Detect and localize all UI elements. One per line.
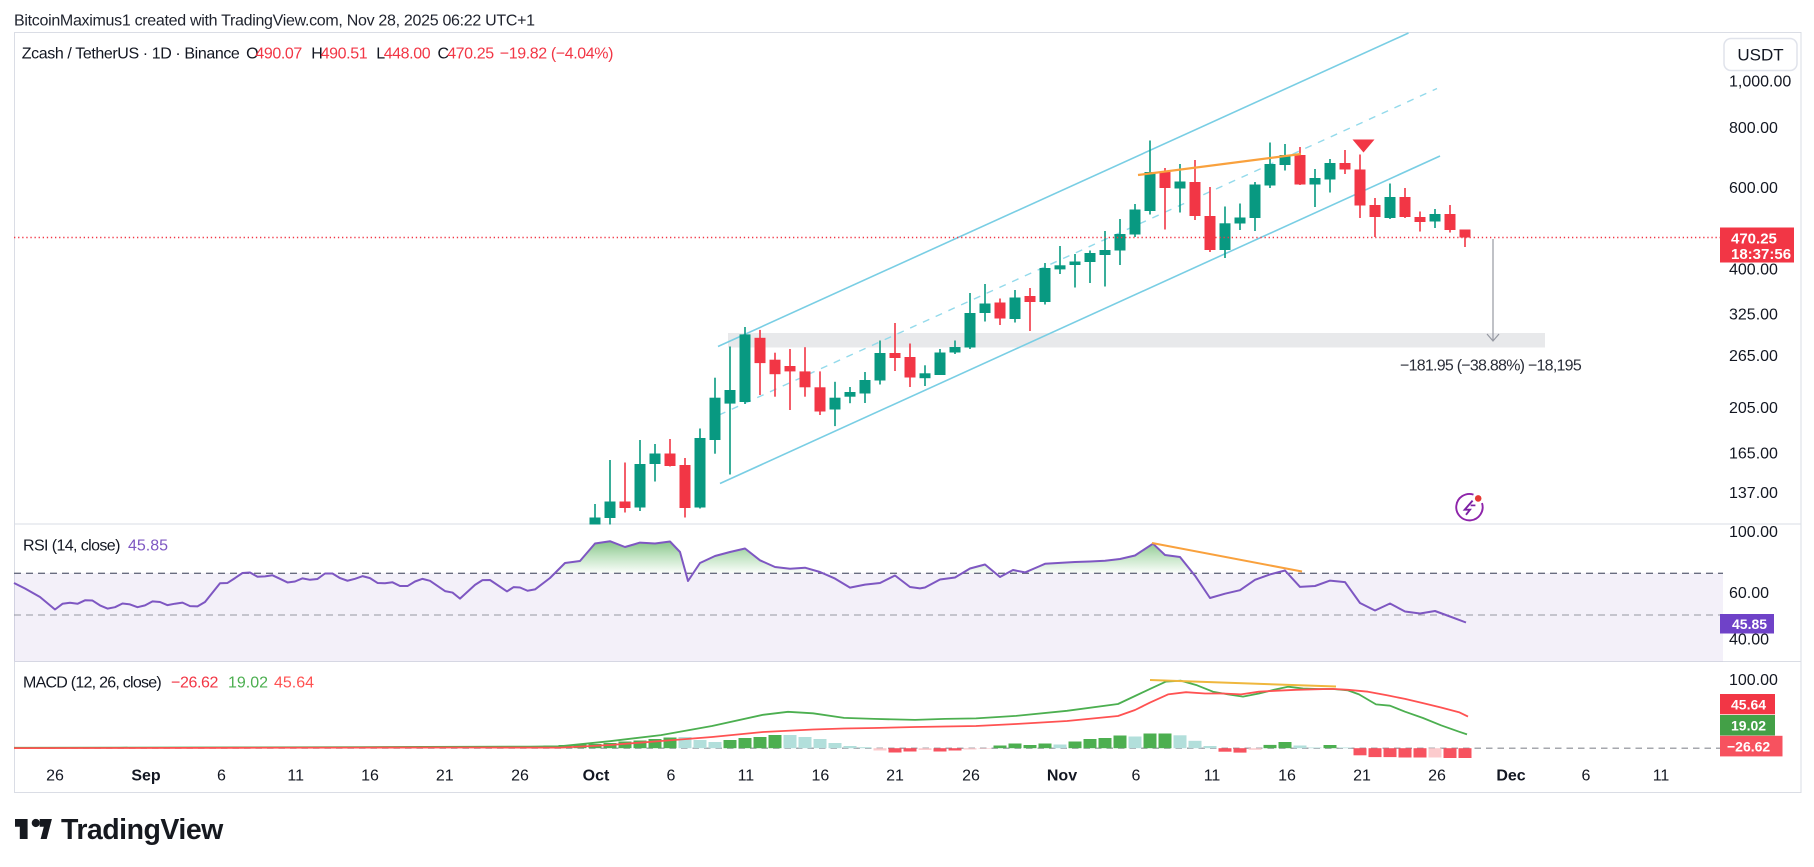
svg-text:11: 11 bbox=[1204, 767, 1221, 784]
svg-text:325.00: 325.00 bbox=[1729, 307, 1778, 324]
svg-text:11: 11 bbox=[738, 767, 755, 784]
svg-text:Dec: Dec bbox=[1496, 767, 1525, 784]
svg-text:Sep: Sep bbox=[131, 767, 161, 784]
svg-text:16: 16 bbox=[1278, 767, 1296, 784]
svg-text:265.00: 265.00 bbox=[1729, 348, 1778, 365]
svg-text:16: 16 bbox=[812, 767, 830, 784]
svg-text:26: 26 bbox=[1428, 767, 1446, 784]
svg-text:45.64: 45.64 bbox=[274, 675, 314, 692]
svg-text:490.07: 490.07 bbox=[255, 46, 302, 63]
svg-text:C: C bbox=[438, 46, 450, 63]
svg-text:6: 6 bbox=[1132, 767, 1141, 784]
svg-text:470.25: 470.25 bbox=[1731, 231, 1777, 248]
svg-text:Nov: Nov bbox=[1047, 767, 1077, 784]
svg-text:26: 26 bbox=[46, 767, 64, 784]
svg-text:45.85: 45.85 bbox=[1732, 616, 1767, 632]
svg-text:470.25: 470.25 bbox=[447, 46, 494, 63]
svg-text:21: 21 bbox=[886, 767, 904, 784]
svg-text:60.00: 60.00 bbox=[1729, 585, 1769, 602]
svg-text:6: 6 bbox=[1582, 767, 1591, 784]
svg-text:26: 26 bbox=[962, 767, 980, 784]
svg-text:1,000.00: 1,000.00 bbox=[1729, 74, 1791, 91]
svg-text:45.85: 45.85 bbox=[128, 538, 168, 555]
svg-text:6: 6 bbox=[667, 767, 676, 784]
svg-text:490.51: 490.51 bbox=[321, 46, 368, 63]
svg-text:18:37:56: 18:37:56 bbox=[1731, 246, 1791, 263]
svg-text:H: H bbox=[311, 46, 323, 63]
svg-text:O: O bbox=[246, 46, 258, 63]
svg-text:21: 21 bbox=[1353, 767, 1371, 784]
svg-text:RSI (14, close): RSI (14, close) bbox=[23, 538, 120, 555]
svg-text:21: 21 bbox=[436, 767, 454, 784]
svg-text:800.00: 800.00 bbox=[1729, 120, 1778, 137]
svg-text:26: 26 bbox=[511, 767, 529, 784]
svg-text:Zcash / TetherUS · 1D · Binanc: Zcash / TetherUS · 1D · Binance bbox=[22, 46, 240, 63]
svg-text:MACD (12, 26, close): MACD (12, 26, close) bbox=[23, 675, 161, 692]
svg-text:Oct: Oct bbox=[583, 767, 610, 784]
svg-text:600.00: 600.00 bbox=[1729, 180, 1778, 197]
svg-text:16: 16 bbox=[361, 767, 379, 784]
svg-text:L: L bbox=[376, 46, 385, 63]
svg-text:−26.62: −26.62 bbox=[171, 675, 218, 692]
svg-text:19.02: 19.02 bbox=[228, 675, 268, 692]
svg-text:40.00: 40.00 bbox=[1729, 632, 1769, 649]
svg-text:45.64: 45.64 bbox=[1731, 697, 1766, 713]
svg-text:−181.95 (−38.88%) −18,195: −181.95 (−38.88%) −18,195 bbox=[1400, 358, 1582, 375]
svg-text:TradingView: TradingView bbox=[61, 814, 224, 846]
svg-text:100.00: 100.00 bbox=[1729, 524, 1778, 541]
svg-text:165.00: 165.00 bbox=[1729, 446, 1778, 463]
svg-text:205.00: 205.00 bbox=[1729, 400, 1778, 417]
svg-text:6: 6 bbox=[217, 767, 226, 784]
svg-text:−26.62: −26.62 bbox=[1727, 739, 1770, 755]
svg-text:137.00: 137.00 bbox=[1729, 485, 1778, 502]
svg-text:11: 11 bbox=[1653, 767, 1670, 784]
svg-text:448.00: 448.00 bbox=[384, 46, 431, 63]
svg-text:400.00: 400.00 bbox=[1729, 262, 1778, 279]
svg-text:USDT: USDT bbox=[1737, 46, 1783, 65]
svg-text:−19.82 (−4.04%): −19.82 (−4.04%) bbox=[500, 46, 613, 63]
svg-text:11: 11 bbox=[287, 767, 304, 784]
svg-text:BitcoinMaximus1 created with T: BitcoinMaximus1 created with TradingView… bbox=[14, 13, 535, 30]
svg-text:19.02: 19.02 bbox=[1731, 718, 1766, 734]
svg-text:100.00: 100.00 bbox=[1729, 672, 1778, 689]
